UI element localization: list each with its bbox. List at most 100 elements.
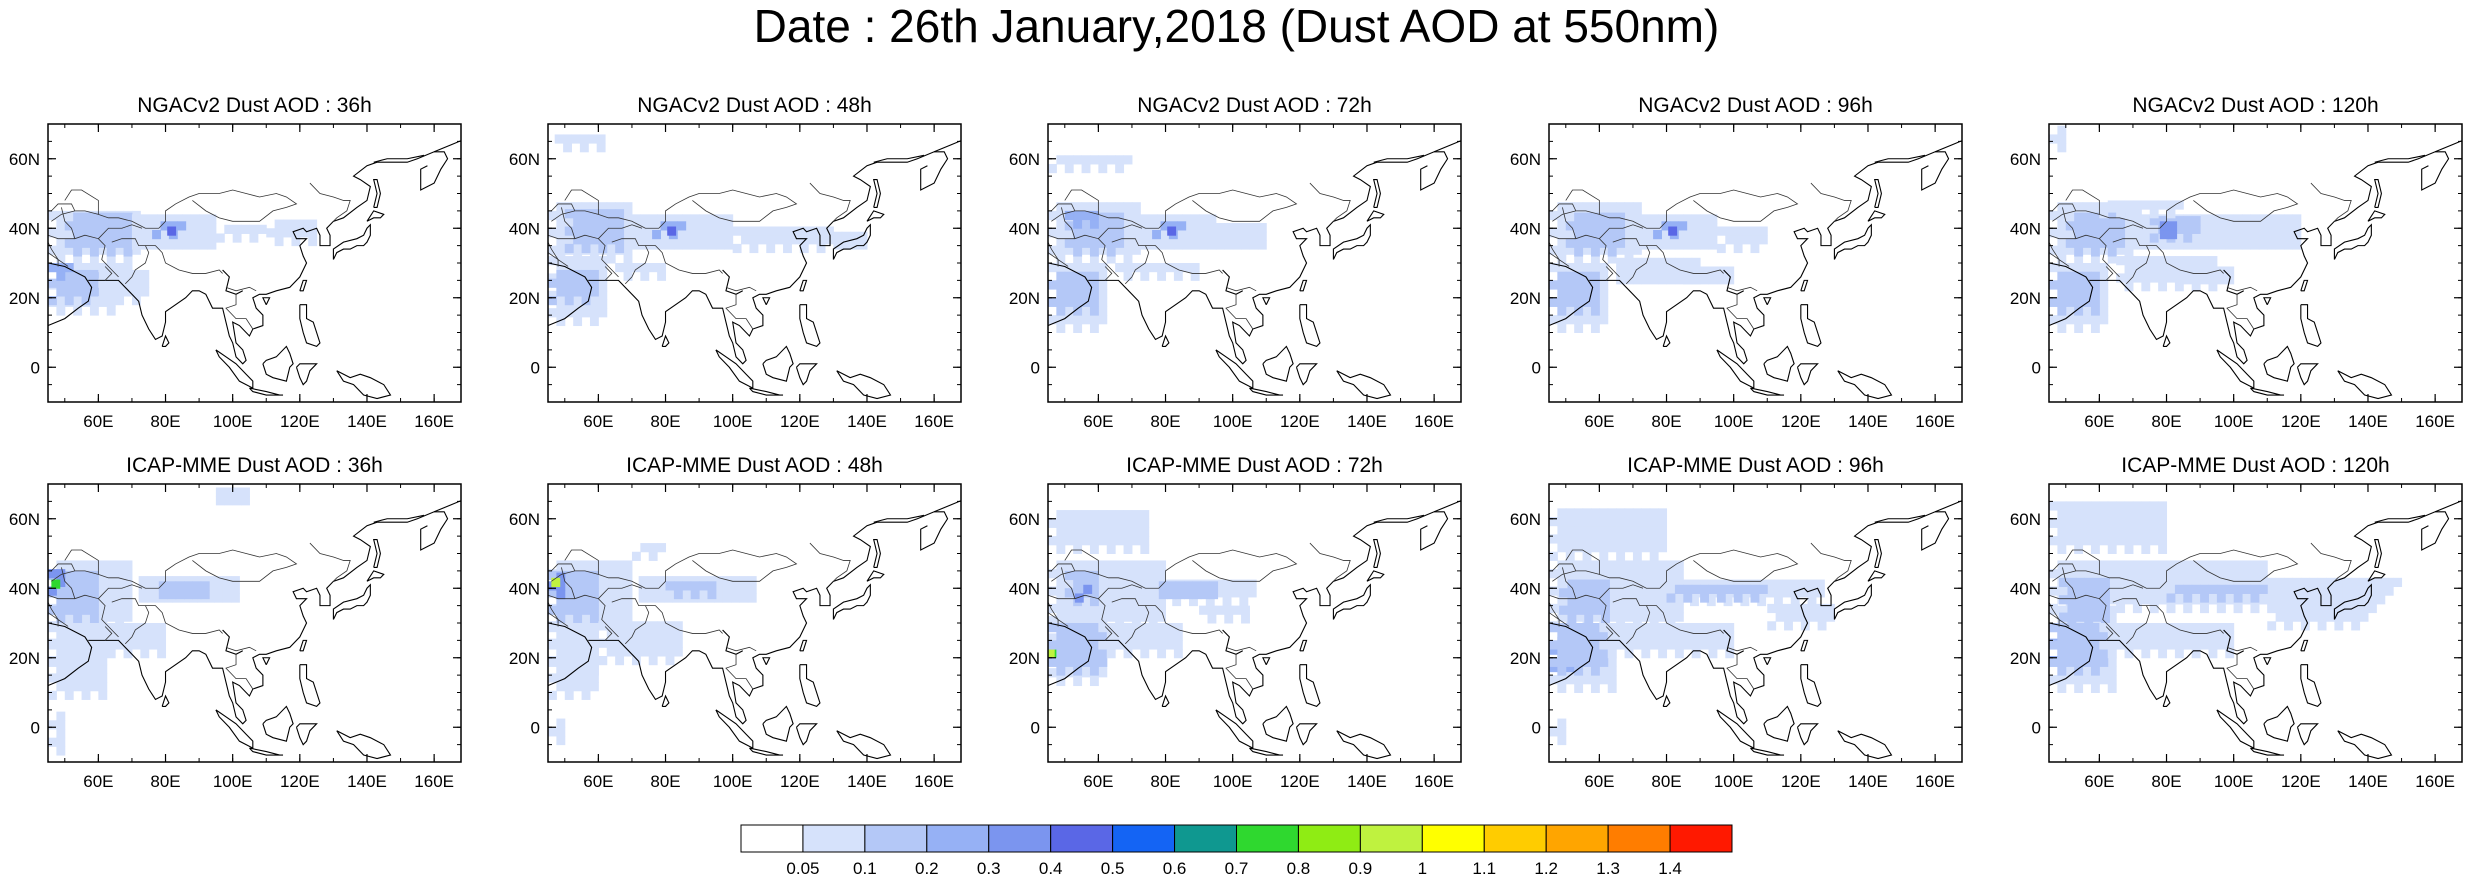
aod-cell xyxy=(1641,612,1651,622)
aod-cell xyxy=(1641,240,1651,250)
aod-cell xyxy=(1641,275,1651,285)
aod-cell xyxy=(1081,221,1091,231)
aod-cell xyxy=(48,640,57,650)
lon-tick-label: 100E xyxy=(213,412,253,431)
coastline xyxy=(1800,279,1809,292)
aod-cell xyxy=(1549,727,1558,737)
aod-cell xyxy=(1083,584,1093,594)
aod-cell xyxy=(673,629,683,640)
aod-cell xyxy=(680,576,690,586)
aod-cell xyxy=(1691,223,1701,233)
coastline xyxy=(1716,349,1755,390)
aod-cell xyxy=(2242,223,2251,233)
aod-cell xyxy=(73,560,83,570)
border-line xyxy=(48,252,69,267)
aod-cell xyxy=(690,240,700,250)
aod-cell xyxy=(207,231,217,241)
aod-cell xyxy=(2107,666,2117,676)
aod-cell xyxy=(648,223,658,233)
aod-cell xyxy=(2059,595,2068,605)
aod-cell xyxy=(1167,226,1177,236)
aod-cell xyxy=(707,223,717,233)
coastline xyxy=(88,151,449,365)
aod-cell xyxy=(123,586,133,596)
border-line xyxy=(2065,549,2100,575)
aod-cell xyxy=(115,245,125,255)
aod-cell xyxy=(157,623,167,633)
aod-cell xyxy=(741,235,750,245)
aod-cell xyxy=(1632,569,1642,579)
aod-cell xyxy=(581,649,591,659)
aod-cell xyxy=(2065,623,2075,633)
aod-cell xyxy=(73,631,83,641)
aod-cell xyxy=(2141,273,2151,283)
aod-cell xyxy=(1708,214,1718,224)
aod-cell xyxy=(115,287,125,297)
aod-cell xyxy=(1601,596,1610,607)
aod-cell xyxy=(1607,543,1617,553)
coastline xyxy=(2089,151,2450,365)
aod-cell xyxy=(1115,603,1125,614)
aod-cell xyxy=(2334,577,2344,588)
aod-cell xyxy=(2149,623,2159,633)
aod-cell xyxy=(596,143,606,153)
aod-cell xyxy=(131,640,141,650)
aod-cell xyxy=(682,231,692,241)
aod-cell xyxy=(2124,510,2134,520)
aod-cell xyxy=(123,287,133,297)
aod-cell xyxy=(668,221,678,231)
aod-cell xyxy=(2082,560,2092,570)
aod-cell xyxy=(1098,657,1108,667)
aod-cell xyxy=(2099,623,2109,633)
aod-cell xyxy=(73,588,83,598)
colorbar-box xyxy=(1236,824,1299,853)
aod-cell xyxy=(1632,586,1642,596)
aod-cell xyxy=(573,264,583,274)
aod-cell xyxy=(2149,240,2159,250)
aod-cell xyxy=(1666,214,1676,224)
aod-cell xyxy=(1056,323,1066,333)
aod-cell xyxy=(564,219,574,229)
border-line xyxy=(2052,189,2299,229)
aod-cell xyxy=(1056,527,1066,537)
aod-cell xyxy=(757,235,767,245)
border-line xyxy=(548,252,569,267)
coastline xyxy=(1796,723,1819,746)
aod-cell xyxy=(123,278,133,288)
aod-cell xyxy=(1565,238,1575,248)
aod-cell xyxy=(2174,231,2184,241)
aod-cell xyxy=(2057,527,2067,537)
coastline xyxy=(722,269,744,295)
aod-cell xyxy=(2057,134,2067,144)
aod-cell xyxy=(589,560,599,570)
lat-tick-label: 0 xyxy=(2032,718,2041,737)
aod-cell xyxy=(2132,527,2142,537)
aod-cell xyxy=(2208,631,2218,641)
aod-cell xyxy=(1565,228,1575,238)
aod-cell xyxy=(1048,603,1057,614)
border-line xyxy=(611,598,650,645)
border-line xyxy=(1225,286,1257,292)
colorbar-label: 0.2 xyxy=(915,859,939,874)
aod-cell xyxy=(1089,527,1099,537)
aod-cell xyxy=(589,256,599,266)
aod-cell xyxy=(115,269,125,280)
coastline xyxy=(2333,583,2372,620)
aod-cell xyxy=(1123,254,1133,264)
aod-cell xyxy=(1140,536,1150,546)
aod-cell xyxy=(2065,649,2075,659)
aod-cell xyxy=(2099,560,2109,570)
aod-cell xyxy=(1557,245,1567,255)
lon-tick-label: 140E xyxy=(847,412,887,431)
border-line xyxy=(1064,549,1099,575)
border-line xyxy=(111,238,150,285)
aod-cell xyxy=(173,214,183,224)
aod-cell xyxy=(2158,240,2168,250)
aod-cell xyxy=(1574,569,1584,579)
aod-cell xyxy=(1157,240,1167,250)
aod-cell xyxy=(2090,623,2100,633)
aod-cell xyxy=(1641,231,1651,241)
aod-cell xyxy=(1140,544,1150,554)
aod-cell xyxy=(1207,605,1217,615)
aod-cell xyxy=(2107,631,2117,641)
